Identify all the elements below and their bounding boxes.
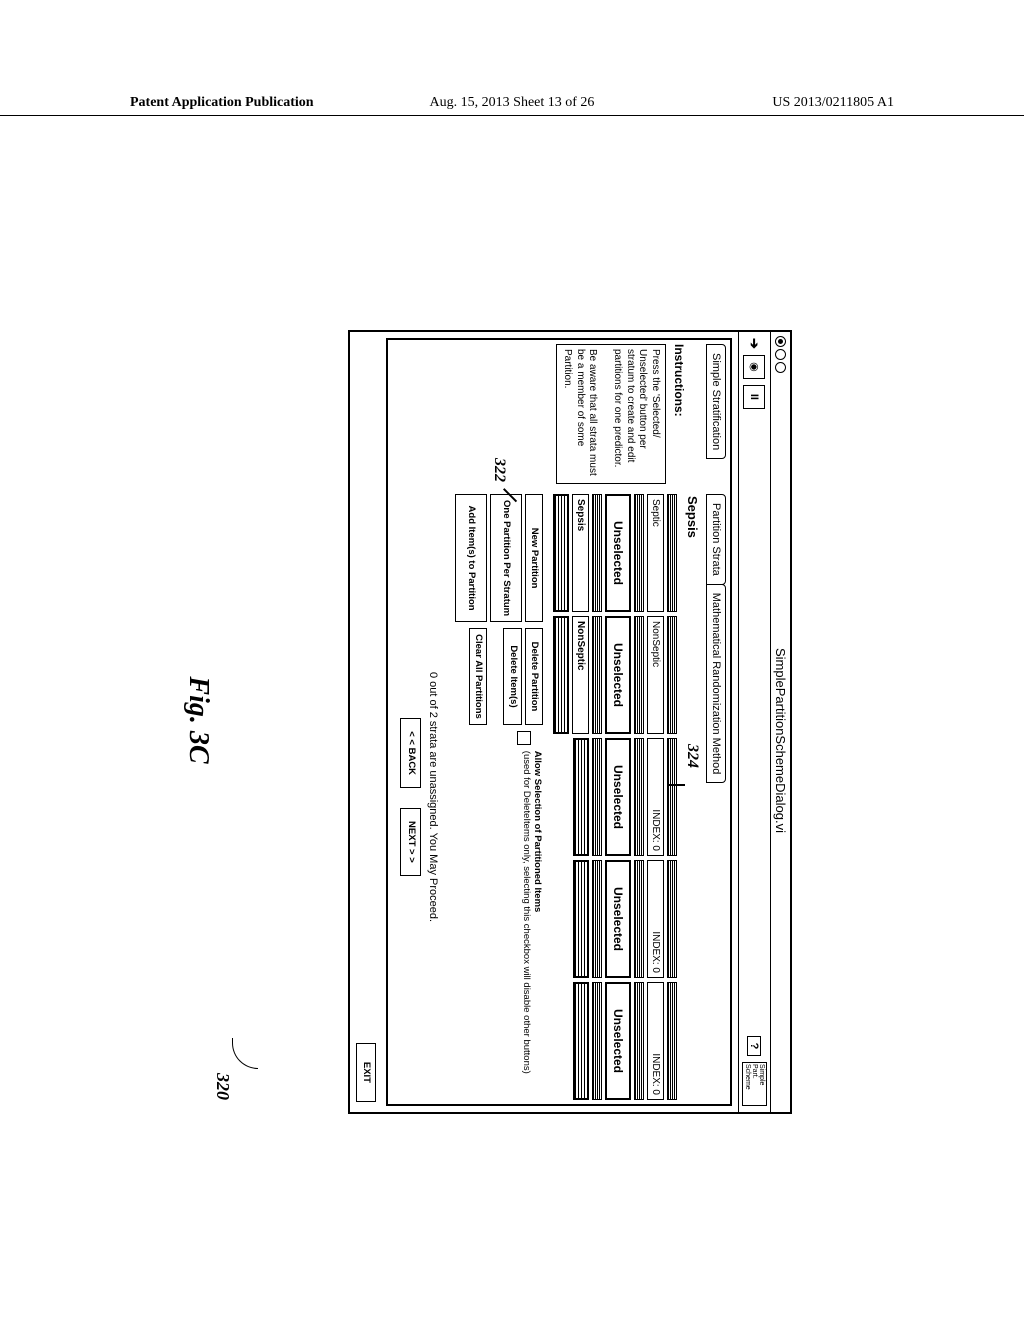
traffic-lights — [775, 336, 786, 373]
sep-bar — [634, 738, 644, 856]
sep-bar — [634, 616, 644, 734]
lead-324-line — [669, 784, 685, 786]
dialog-window: SimplePartitionSchemeDialog.vi ➔ ◉ II ? … — [348, 330, 792, 1114]
stratum-index: INDEX: 0 — [647, 982, 664, 1100]
window-title: SimplePartitionSchemeDialog.vi — [773, 373, 788, 1108]
stratum-col: Septic Unselected Sepsis — [553, 494, 677, 612]
checkbox-label-block: Allow Selection of Partitioned Items (us… — [521, 751, 543, 1074]
abort-button[interactable]: ◉ — [744, 355, 766, 379]
new-partition-button[interactable]: New Partition — [525, 494, 543, 622]
tab-strip-main: Partition Strata Mathematical Randomizat… — [706, 494, 726, 1100]
strata-grid: 324 Septic Unselected Sepsis — [553, 494, 677, 1100]
tab-partition-strata[interactable]: Partition Strata — [706, 494, 726, 585]
run-arrow-icon[interactable]: ➔ — [747, 338, 763, 349]
tab-simple-stratification[interactable]: Simple Stratification — [706, 344, 726, 459]
instructions-heading: Instructions: — [672, 344, 686, 484]
sep-bar — [592, 494, 602, 612]
sep-bar — [634, 860, 644, 978]
unselected-button[interactable]: Unselected — [605, 860, 631, 978]
sep-bar — [634, 494, 644, 612]
status-text: 0 out of 2 strata are unassigned. You Ma… — [427, 494, 439, 1100]
toolbar: ➔ ◉ II ? SimplePart.Scheme — [738, 332, 770, 1112]
stratum-index: INDEX: 0 — [647, 860, 664, 978]
item-bar — [553, 616, 569, 734]
stratum-col: INDEX: 0 Unselected — [553, 982, 677, 1100]
ref-324: 324 — [683, 744, 701, 768]
pause-button[interactable]: II — [744, 385, 766, 409]
unselected-button[interactable]: Unselected — [605, 616, 631, 734]
one-partition-per-stratum-button[interactable]: One Partition Per Stratum — [490, 494, 522, 622]
pub-header-left: Patent Application Publication — [130, 95, 314, 111]
help-button[interactable]: ? — [748, 1036, 762, 1056]
back-button[interactable]: < < BACK — [400, 718, 420, 788]
item-bar — [553, 494, 569, 612]
page-header: Patent Application Publication Aug. 15, … — [0, 95, 1024, 116]
exit-button[interactable]: EXIT — [356, 1043, 376, 1102]
unselected-button[interactable]: Unselected — [605, 494, 631, 612]
allow-selection-checkbox[interactable] — [517, 731, 531, 745]
main-panel: Partition Strata Mathematical Randomizat… — [392, 494, 726, 1100]
item-bar — [573, 982, 589, 1100]
stratum-col: INDEX: 0 Unselected — [553, 860, 677, 978]
nav-row: < < BACK NEXT > > — [400, 494, 420, 1100]
sep-bar — [634, 982, 644, 1100]
figure-container: SimplePartitionSchemeDialog.vi ➔ ◉ II ? … — [232, 330, 792, 1110]
stratum-item: Sepsis — [572, 494, 589, 612]
sidebar: Simple Stratification Instructions: Pres… — [392, 344, 726, 484]
pub-header-center: Aug. 15, 2013 Sheet 13 of 26 — [430, 95, 595, 111]
sep-bar — [667, 860, 677, 978]
group-title: Sepsis — [685, 496, 700, 1100]
stratum-col: INDEX: 0 Unselected — [553, 738, 677, 856]
close-icon[interactable] — [775, 336, 786, 347]
sep-bar — [667, 494, 677, 612]
zoom-icon[interactable] — [775, 362, 786, 373]
pub-header-right: US 2013/0211805 A1 — [772, 95, 894, 111]
allow-selection-group: Allow Selection of Partitioned Items (us… — [517, 731, 543, 1074]
instructions-para1: Press the 'Selected/ Unselected' button … — [611, 349, 661, 479]
inner-frame: Simple Stratification Instructions: Pres… — [386, 338, 732, 1106]
titlebar: SimplePartitionSchemeDialog.vi — [770, 332, 790, 1112]
content-area: Simple Stratification Instructions: Pres… — [380, 332, 738, 1112]
item-bar — [573, 738, 589, 856]
item-bar — [573, 860, 589, 978]
delete-partition-button[interactable]: Delete Partition — [525, 628, 543, 725]
spacer — [490, 628, 500, 725]
stratum-label: NonSeptic — [647, 616, 664, 734]
tab-strip: Simple Stratification — [706, 344, 726, 484]
button-col-left: New Partition One Partition Per Stratum … — [455, 494, 543, 622]
ref-322: 322 — [490, 458, 508, 482]
sep-bar — [592, 860, 602, 978]
minimize-icon[interactable] — [775, 349, 786, 360]
stratum-index: INDEX: 0 — [647, 738, 664, 856]
button-col-right: Delete Partition Delete Item(s) Clear Al… — [469, 628, 543, 725]
sep-bar — [667, 616, 677, 734]
checkbox-title: Allow Selection of Partitioned Items — [532, 751, 543, 1074]
tab-math-randomization[interactable]: Mathematical Randomization Method — [706, 584, 726, 784]
stratum-label: Septic — [647, 494, 664, 612]
instructions-box: Press the 'Selected/ Unselected' button … — [556, 344, 666, 484]
sep-bar — [592, 738, 602, 856]
buttons-area: 322 New Partition One Partition Per Stra… — [455, 494, 543, 1100]
unselected-button[interactable]: Unselected — [605, 738, 631, 856]
instructions-para2: Be aware that all strata must be a membe… — [561, 349, 599, 479]
unselected-button[interactable]: Unselected — [605, 982, 631, 1100]
sep-bar — [667, 982, 677, 1100]
add-items-button[interactable]: Add Item(s) to Partition — [455, 494, 487, 622]
exit-row: EXIT — [350, 332, 380, 1112]
scheme-button[interactable]: SimplePart.Scheme — [742, 1062, 767, 1106]
clear-all-button[interactable]: Clear All Partitions — [469, 628, 487, 725]
sep-bar — [667, 738, 677, 856]
checkbox-hint: (used for DeleteItems only, selecting th… — [521, 751, 532, 1074]
next-button[interactable]: NEXT > > — [400, 808, 420, 876]
figure-label: Fig. 3C — [182, 676, 214, 763]
sep-bar — [592, 616, 602, 734]
stratum-item: NonSeptic — [572, 616, 589, 734]
ref-320: 320 — [212, 1073, 233, 1100]
stratum-col: NonSeptic Unselected NonSeptic — [553, 616, 677, 734]
delete-items-button[interactable]: Delete Item(s) — [503, 628, 521, 725]
sep-bar — [592, 982, 602, 1100]
